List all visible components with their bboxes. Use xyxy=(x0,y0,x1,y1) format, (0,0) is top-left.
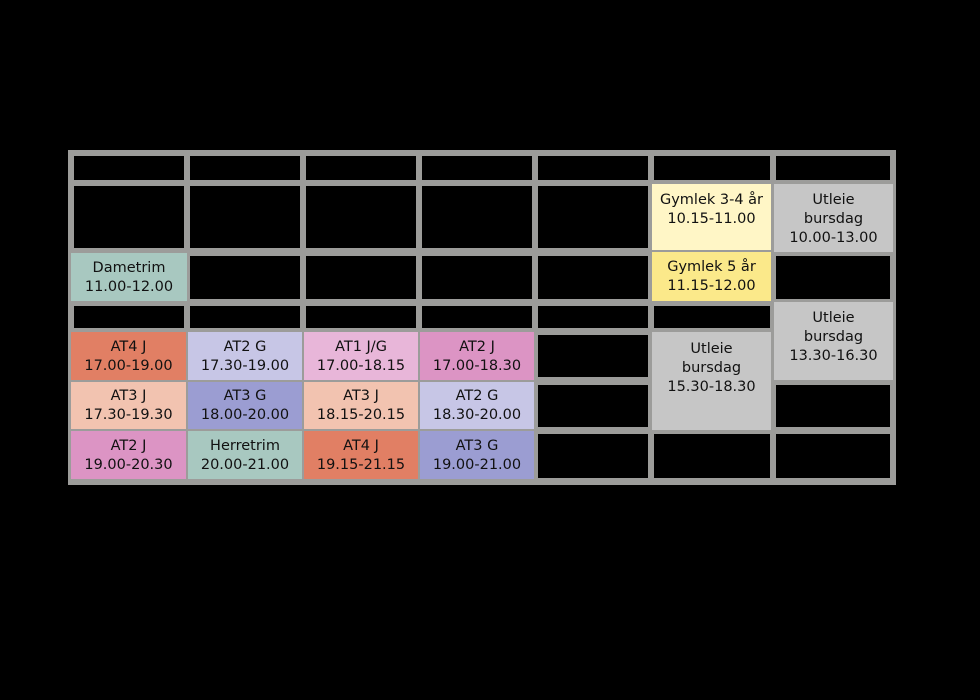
empty-cell xyxy=(538,434,648,478)
session-at4-j: AT4 J 17.00-19.00 xyxy=(71,332,186,380)
session-at4-j: AT4 J 19.15-21.15 xyxy=(304,431,418,479)
session-gymlek-3-4: Gymlek 3-4 år 10.15-11.00 xyxy=(652,184,771,250)
session-at1-jg: AT1 J/G 17.00-18.15 xyxy=(304,332,418,380)
empty-cell xyxy=(306,186,416,248)
empty-cell xyxy=(538,186,648,248)
session-herretrim: Herretrim 20.00-21.00 xyxy=(188,431,302,479)
empty-cell xyxy=(538,256,648,299)
empty-cell xyxy=(538,335,648,377)
session-utleie-bursdag: Utleie bursdag 13.30-16.30 xyxy=(774,302,893,380)
session-at3-g: AT3 G 19.00-21.00 xyxy=(420,431,534,479)
empty-cell xyxy=(776,256,890,299)
empty-cell xyxy=(422,306,532,328)
session-at3-g: AT3 G 18.00-20.00 xyxy=(188,382,302,429)
session-at2-g: AT2 G 17.30-19.00 xyxy=(188,332,302,380)
session-at3-j: AT3 J 17.30-19.30 xyxy=(71,382,186,429)
empty-cell xyxy=(74,186,184,248)
empty-cell xyxy=(538,306,648,328)
empty-cell xyxy=(654,434,770,478)
empty-cell xyxy=(306,306,416,328)
empty-cell xyxy=(776,385,890,427)
empty-cell xyxy=(422,256,532,299)
empty-cell xyxy=(654,306,770,328)
header-col-7 xyxy=(776,156,890,180)
empty-cell xyxy=(190,256,300,299)
session-at2-j: AT2 J 17.00-18.30 xyxy=(420,332,534,380)
empty-cell xyxy=(190,306,300,328)
session-at2-g: AT2 G 18.30-20.00 xyxy=(420,382,534,429)
session-at3-j: AT3 J 18.15-20.15 xyxy=(304,382,418,429)
empty-cell xyxy=(776,434,890,478)
header-col-4 xyxy=(422,156,532,180)
session-utleie-bursdag: Utleie bursdag 15.30-18.30 xyxy=(652,332,771,430)
header-col-5 xyxy=(538,156,648,180)
empty-cell xyxy=(306,256,416,299)
empty-cell xyxy=(74,306,184,328)
header-col-3 xyxy=(306,156,416,180)
header-col-6 xyxy=(654,156,770,180)
empty-cell xyxy=(538,385,648,427)
header-col-1 xyxy=(74,156,184,180)
session-gymlek-5: Gymlek 5 år 11.15-12.00 xyxy=(652,252,771,301)
session-utleie-bursdag: Utleie bursdag 10.00-13.00 xyxy=(774,184,893,252)
header-col-2 xyxy=(190,156,300,180)
session-dametrim: Dametrim 11.00-12.00 xyxy=(71,253,187,301)
empty-cell xyxy=(190,186,300,248)
session-at2-j: AT2 J 19.00-20.30 xyxy=(71,431,186,479)
empty-cell xyxy=(422,186,532,248)
